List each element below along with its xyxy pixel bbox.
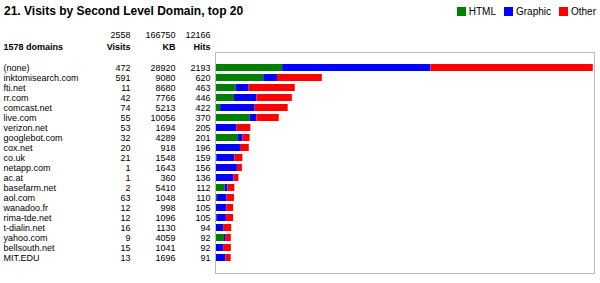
- svg-text:166750: 166750: [145, 30, 175, 40]
- svg-text:446: 446: [195, 93, 210, 103]
- svg-text:91: 91: [200, 253, 210, 263]
- svg-text:2: 2: [125, 183, 130, 193]
- svg-text:KB: KB: [163, 42, 176, 52]
- svg-text:t-dialin.net: t-dialin.net: [4, 223, 46, 233]
- svg-text:rr.com: rr.com: [4, 93, 29, 103]
- svg-text:wanadoo.fr: wanadoo.fr: [3, 203, 49, 213]
- svg-text:94: 94: [200, 223, 210, 233]
- svg-text:20: 20: [120, 143, 130, 153]
- svg-text:92: 92: [200, 233, 210, 243]
- svg-text:12: 12: [120, 203, 130, 213]
- svg-text:5410: 5410: [155, 183, 175, 193]
- svg-text:1096: 1096: [155, 213, 175, 223]
- svg-text:1643: 1643: [155, 163, 175, 173]
- svg-text:15: 15: [120, 243, 130, 253]
- svg-text:53: 53: [120, 123, 130, 133]
- svg-text:10056: 10056: [150, 113, 175, 123]
- svg-text:1: 1: [125, 163, 130, 173]
- svg-text:2558: 2558: [110, 30, 130, 40]
- svg-text:1: 1: [125, 173, 130, 183]
- svg-text:28920: 28920: [150, 63, 175, 73]
- svg-text:(none): (none): [4, 63, 30, 73]
- svg-text:1694: 1694: [155, 123, 175, 133]
- svg-text:Hits: Hits: [193, 42, 210, 52]
- svg-text:1548: 1548: [155, 153, 175, 163]
- svg-text:370: 370: [195, 113, 210, 123]
- svg-text:9: 9: [125, 233, 130, 243]
- svg-text:2193: 2193: [190, 63, 210, 73]
- svg-text:105: 105: [195, 203, 210, 213]
- svg-text:inktomisearch.com: inktomisearch.com: [4, 73, 79, 83]
- html-text:21. Visits by Second Level Dom: 21. Visits by Second Level Domain, top 2…: [4, 4, 244, 18]
- svg-text:5213: 5213: [155, 103, 175, 113]
- svg-text:4289: 4289: [155, 133, 175, 143]
- svg-text:360: 360: [160, 173, 175, 183]
- svg-text:basefarm.net: basefarm.net: [4, 183, 57, 193]
- svg-text:live.com: live.com: [4, 113, 37, 123]
- svg-text:112: 112: [196, 183, 210, 193]
- svg-text:4059: 4059: [155, 233, 175, 243]
- svg-text:918: 918: [160, 143, 175, 153]
- svg-text:21: 21: [120, 153, 130, 163]
- svg-text:verizon.net: verizon.net: [4, 123, 49, 133]
- svg-text:rima-tde.net: rima-tde.net: [4, 213, 53, 223]
- html-text:Graphic: Graphic: [516, 5, 551, 17]
- svg-text:32: 32: [120, 133, 130, 143]
- svg-text:63: 63: [120, 193, 130, 203]
- svg-text:ac.at: ac.at: [4, 173, 24, 183]
- svg-text:comcast.net: comcast.net: [4, 103, 53, 113]
- svg-text:1578 domains: 1578 domains: [4, 42, 64, 52]
- svg-text:620: 620: [195, 73, 210, 83]
- svg-text:422: 422: [195, 103, 210, 113]
- svg-text:1048: 1048: [155, 193, 175, 203]
- svg-text:92: 92: [200, 243, 210, 253]
- svg-text:13: 13: [120, 253, 130, 263]
- svg-text:156: 156: [195, 163, 210, 173]
- svg-text:205: 205: [195, 123, 210, 133]
- svg-text:8680: 8680: [155, 83, 175, 93]
- html-text:Other: Other: [571, 5, 596, 17]
- svg-text:159: 159: [195, 153, 210, 163]
- svg-text:136: 136: [195, 173, 210, 183]
- svg-text:16: 16: [120, 223, 130, 233]
- svg-text:74: 74: [120, 103, 130, 113]
- svg-text:55: 55: [120, 113, 130, 123]
- svg-text:1041: 1041: [155, 243, 175, 253]
- html-text:HTML: HTML: [468, 5, 496, 17]
- svg-text:1130: 1130: [156, 223, 175, 233]
- svg-text:1696: 1696: [155, 253, 175, 263]
- svg-text:netapp.com: netapp.com: [4, 163, 51, 173]
- svg-text:12166: 12166: [185, 30, 210, 40]
- svg-text:105: 105: [195, 213, 210, 223]
- svg-text:12: 12: [120, 213, 130, 223]
- svg-text:yahoo.com: yahoo.com: [4, 233, 48, 243]
- svg-text:co.uk: co.uk: [4, 153, 26, 163]
- svg-text:42: 42: [120, 93, 130, 103]
- svg-text:googlebot.com: googlebot.com: [4, 133, 63, 143]
- svg-text:fti.net: fti.net: [4, 83, 27, 93]
- svg-text:110: 110: [196, 193, 210, 203]
- svg-text:aol.com: aol.com: [4, 193, 36, 203]
- svg-text:196: 196: [195, 143, 210, 153]
- svg-text:cox.net: cox.net: [4, 143, 34, 153]
- svg-text:472: 472: [115, 63, 130, 73]
- svg-text:201: 201: [195, 133, 210, 143]
- svg-text:591: 591: [115, 73, 130, 83]
- svg-text:463: 463: [195, 83, 210, 93]
- svg-text:MIT.EDU: MIT.EDU: [4, 253, 40, 263]
- svg-text:Visits: Visits: [107, 42, 131, 52]
- svg-text:9080: 9080: [155, 73, 175, 83]
- svg-text:11: 11: [121, 83, 130, 93]
- svg-text:7766: 7766: [155, 93, 175, 103]
- svg-text:998: 998: [160, 203, 175, 213]
- svg-text:bellsouth.net: bellsouth.net: [4, 243, 56, 253]
